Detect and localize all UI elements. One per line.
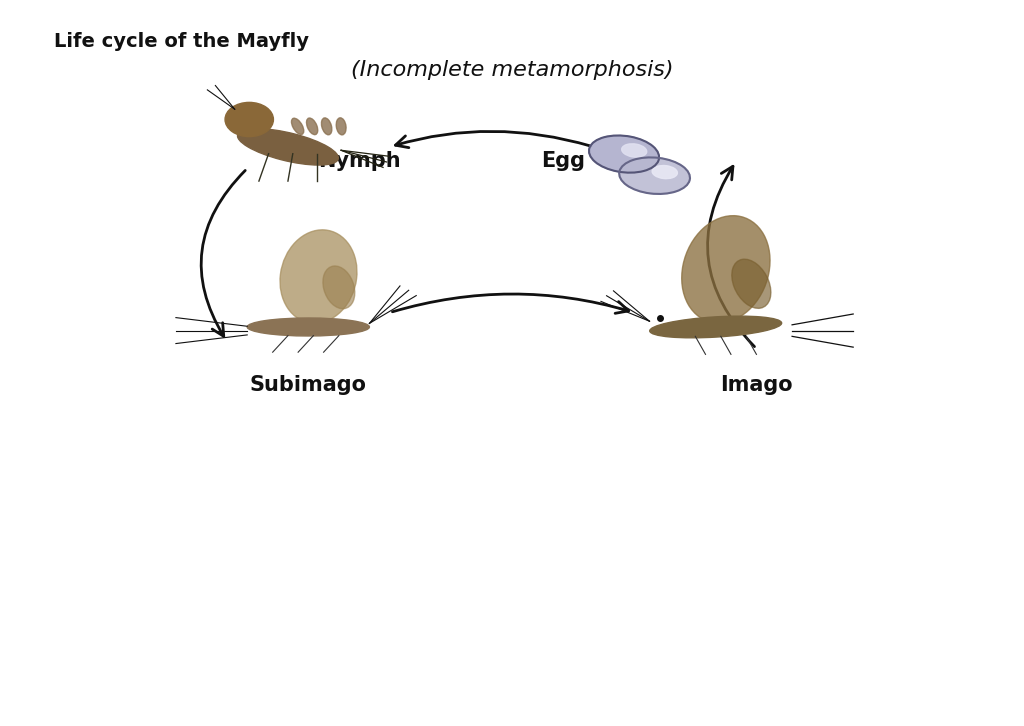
- Ellipse shape: [622, 144, 647, 157]
- Ellipse shape: [247, 318, 370, 336]
- Text: Nymph: Nymph: [317, 151, 400, 171]
- Ellipse shape: [322, 118, 332, 135]
- Ellipse shape: [306, 118, 317, 134]
- Ellipse shape: [650, 316, 781, 338]
- Ellipse shape: [732, 259, 771, 309]
- Ellipse shape: [682, 216, 770, 323]
- Circle shape: [225, 102, 273, 136]
- Ellipse shape: [280, 230, 357, 323]
- Ellipse shape: [589, 136, 659, 173]
- Text: Subimago: Subimago: [250, 375, 367, 395]
- Text: Life cycle of the Mayfly: Life cycle of the Mayfly: [53, 32, 308, 51]
- Ellipse shape: [652, 166, 678, 179]
- Ellipse shape: [323, 266, 355, 309]
- Ellipse shape: [292, 118, 304, 134]
- Text: (Incomplete metamorphosis): (Incomplete metamorphosis): [351, 60, 673, 81]
- Ellipse shape: [620, 158, 690, 194]
- Text: Imago: Imago: [720, 375, 793, 395]
- Ellipse shape: [336, 118, 346, 135]
- Ellipse shape: [238, 129, 338, 165]
- Text: Egg: Egg: [541, 151, 585, 171]
